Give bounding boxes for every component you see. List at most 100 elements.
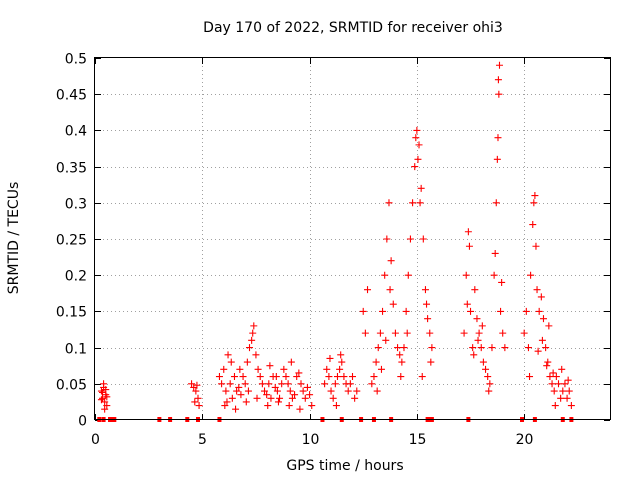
data-point: [474, 336, 482, 344]
data-point: [548, 380, 556, 388]
data-point: [522, 307, 530, 315]
data-point: [321, 380, 329, 388]
data-point: [567, 402, 575, 410]
data-point: [416, 199, 424, 207]
data-point: [218, 380, 226, 388]
data-point: [477, 344, 485, 352]
data-point: [372, 358, 380, 366]
data-point: [340, 373, 348, 381]
data-point: [544, 358, 552, 366]
data-point: [299, 387, 307, 395]
data-point: [403, 329, 411, 337]
data-point: [326, 354, 334, 362]
data-point: [373, 387, 381, 395]
data-point: [396, 351, 404, 359]
data-point: [291, 391, 299, 399]
data-point: [191, 398, 199, 406]
data-point: [192, 387, 200, 395]
data-point: [490, 271, 498, 279]
data-point: [377, 365, 385, 373]
data-point: [397, 373, 405, 381]
data-point: [349, 373, 356, 381]
data-point: [263, 391, 271, 399]
y-tick-label: 0.4: [65, 124, 87, 140]
data-point: [242, 398, 250, 406]
data-point: [376, 329, 384, 337]
data-point: [282, 373, 290, 381]
data-point: [538, 336, 546, 344]
data-point: [492, 199, 500, 207]
data-point: [266, 362, 274, 370]
plot-frame: [94, 57, 611, 420]
data-point: [244, 387, 252, 395]
y-tick-label: 0.05: [56, 378, 87, 394]
data-point: [267, 394, 275, 402]
data-point: [336, 365, 344, 373]
data-point: [327, 387, 335, 395]
x-tick-label: 20: [516, 432, 534, 448]
y-tick-label: 0.15: [56, 305, 87, 321]
data-point: [542, 344, 550, 352]
data-point: [470, 351, 478, 359]
data-point: [464, 228, 472, 236]
data-point: [346, 380, 354, 388]
data-point: [532, 242, 540, 250]
data-point: [351, 394, 359, 402]
data-point: [534, 347, 542, 355]
data-point: [555, 380, 562, 388]
data-point: [463, 300, 471, 308]
data-point: [195, 402, 203, 410]
data-point: [546, 373, 554, 381]
data-point: [374, 344, 382, 352]
chart-title: Day 170 of 2022, SRMTID for receiver ohi…: [203, 20, 503, 36]
data-point: [333, 373, 341, 381]
y-tick-label: 0.45: [56, 88, 87, 104]
data-point: [549, 369, 557, 377]
data-point: [256, 373, 264, 381]
data-point: [389, 300, 397, 308]
y-tick-label: 0.25: [56, 233, 87, 249]
data-point: [280, 365, 288, 373]
data-point: [379, 307, 387, 315]
data-point: [545, 322, 553, 330]
data-point: [288, 394, 296, 402]
x-axis-label: GPS time / hours: [286, 458, 403, 474]
data-point: [337, 351, 345, 359]
data-point: [391, 329, 399, 337]
data-point: [361, 329, 369, 337]
data-point: [486, 380, 494, 388]
data-point: [400, 344, 408, 352]
data-point: [552, 373, 560, 381]
data-point: [551, 402, 559, 410]
data-point: [233, 387, 241, 395]
data-point: [293, 373, 301, 381]
data-point: [498, 278, 506, 286]
data-point: [97, 396, 105, 404]
data-point: [353, 387, 361, 395]
data-point: [418, 373, 426, 381]
data-point: [301, 394, 309, 402]
x-axis-ticks: 0 5 10 15 20: [91, 58, 533, 448]
data-point: [236, 365, 244, 373]
data-point: [415, 141, 423, 149]
data-point: [460, 329, 468, 337]
data-point: [482, 365, 490, 373]
y-tick-label: 0.2: [65, 269, 87, 285]
data-point: [411, 163, 419, 171]
data-point: [467, 307, 475, 315]
data-point: [381, 271, 389, 279]
data-point: [359, 307, 367, 315]
data-point: [475, 329, 483, 337]
data-point: [295, 369, 303, 377]
data-point: [530, 199, 538, 207]
data-point: [254, 365, 262, 373]
data-point: [241, 380, 249, 388]
data-point: [286, 387, 294, 395]
data-point: [494, 76, 502, 84]
data-point: [99, 388, 107, 396]
data-point: [194, 394, 202, 402]
data-point: [221, 402, 229, 410]
data-point: [383, 235, 391, 243]
y-tick-label: 0.5: [65, 52, 87, 68]
